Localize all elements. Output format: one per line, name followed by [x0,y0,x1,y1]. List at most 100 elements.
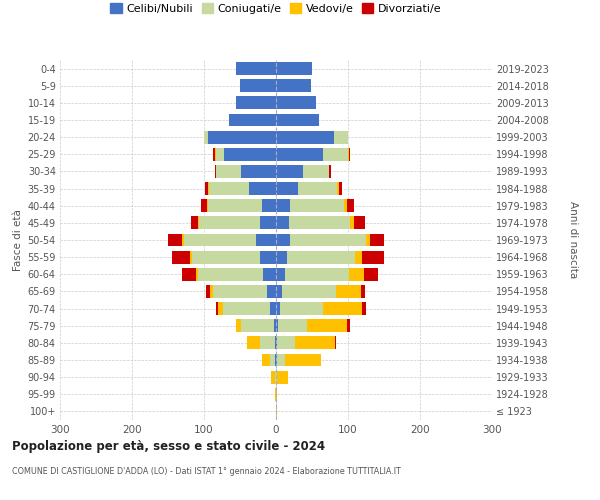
Bar [262,200,276,212]
Bar [278,320,307,332]
Bar [276,285,282,298]
Bar [209,182,248,195]
Bar [260,336,275,349]
Bar [284,268,349,280]
Bar [248,182,276,195]
Bar [205,182,208,195]
Bar [276,96,316,110]
Bar [347,320,350,332]
Bar [280,302,323,315]
Bar [304,165,329,178]
Bar [295,336,335,349]
Bar [290,234,366,246]
Bar [347,200,354,212]
Bar [210,285,214,298]
Bar [334,130,348,143]
Bar [201,200,207,212]
Bar [271,370,275,384]
Bar [335,336,337,349]
Bar [240,80,276,92]
Bar [277,336,295,349]
Bar [191,216,198,230]
Bar [284,354,320,366]
Bar [338,182,342,195]
Bar [223,302,270,315]
Bar [215,165,216,178]
Bar [196,268,198,280]
Bar [184,234,256,246]
Bar [260,250,276,264]
Bar [270,302,276,315]
Bar [275,388,276,400]
Bar [190,250,192,264]
Bar [182,268,196,280]
Bar [276,370,277,384]
Bar [289,216,350,230]
Bar [274,320,276,332]
Bar [349,148,350,160]
Bar [229,114,276,126]
Bar [276,182,298,195]
Bar [323,302,362,315]
Bar [262,354,269,366]
Bar [224,148,276,160]
Bar [199,216,260,230]
Bar [276,320,278,332]
Bar [215,148,224,160]
Bar [364,268,378,280]
Bar [344,200,347,212]
Bar [241,320,274,332]
Bar [204,130,208,143]
Bar [260,216,276,230]
Bar [214,148,215,160]
Bar [287,250,355,264]
Bar [366,234,370,246]
Bar [276,165,304,178]
Bar [198,268,263,280]
Bar [277,354,284,366]
Bar [218,302,223,315]
Bar [276,148,323,160]
Bar [182,234,184,246]
Bar [216,165,241,178]
Bar [370,234,384,246]
Bar [323,148,348,160]
Bar [241,165,276,178]
Bar [276,354,277,366]
Bar [329,165,331,178]
Bar [276,200,290,212]
Bar [337,182,338,195]
Bar [236,62,276,75]
Bar [208,200,262,212]
Y-axis label: Fasce di età: Fasce di età [13,209,23,271]
Bar [275,336,276,349]
Bar [168,234,182,246]
Bar [236,96,276,110]
Bar [349,268,364,280]
Bar [276,388,277,400]
Bar [263,268,276,280]
Bar [298,182,337,195]
Bar [276,62,312,75]
Bar [276,250,287,264]
Bar [215,302,218,315]
Bar [362,250,384,264]
Bar [256,234,276,246]
Bar [214,285,268,298]
Text: Popolazione per età, sesso e stato civile - 2024: Popolazione per età, sesso e stato civil… [12,440,325,453]
Bar [362,302,366,315]
Bar [172,250,190,264]
Bar [354,216,365,230]
Bar [276,302,280,315]
Bar [208,182,209,195]
Bar [275,370,276,384]
Bar [355,250,362,264]
Bar [276,268,284,280]
Bar [276,405,277,418]
Bar [247,336,260,349]
Bar [236,320,241,332]
Bar [275,354,276,366]
Bar [276,80,311,92]
Bar [207,200,208,212]
Bar [192,250,260,264]
